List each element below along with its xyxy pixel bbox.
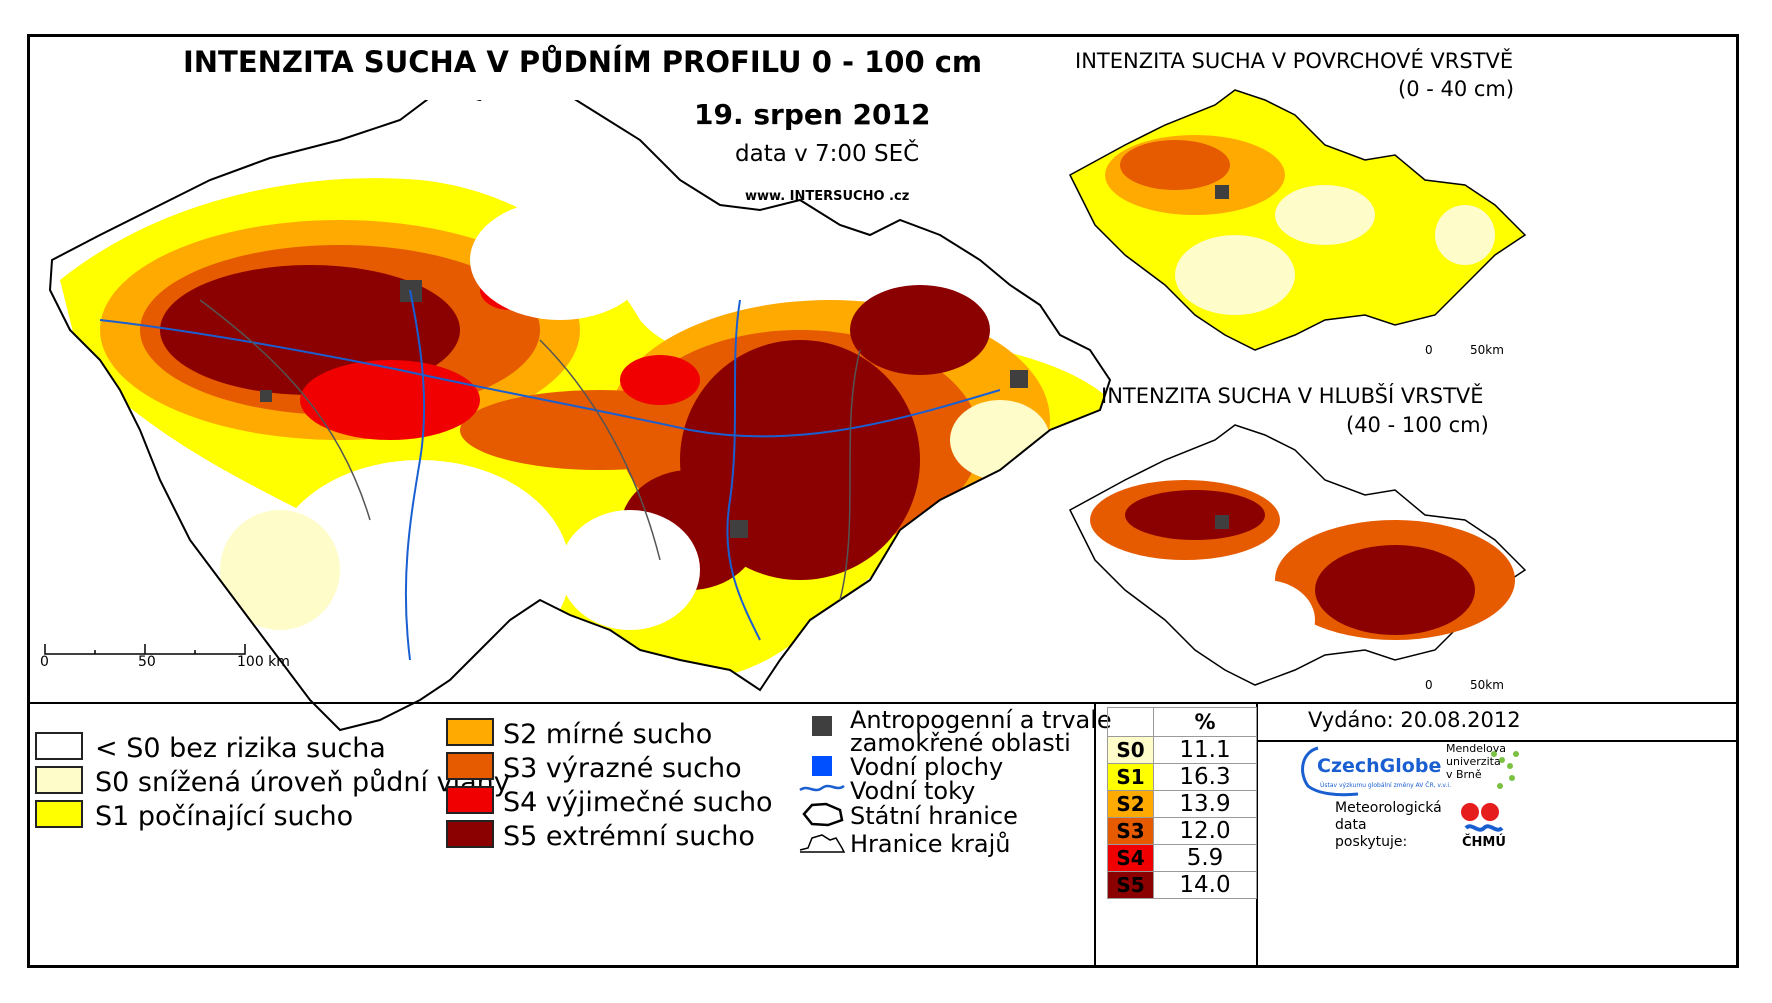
percent-value-s1: 16.3 (1153, 763, 1257, 791)
percent-code-s0: S0 (1107, 736, 1154, 764)
inset-bottom-scale-0: 0 (1425, 678, 1433, 692)
legend-water-bodies-label: Vodní plochy (850, 753, 1004, 781)
mendel-line2: univerzita (1446, 755, 1501, 768)
issued-date: Vydáno: 20.08.2012 (1308, 708, 1521, 732)
legend-swatch-none (35, 732, 83, 760)
main-title: INTENZITA SUCHA V PŮDNÍM PROFILU 0 - 100… (183, 45, 983, 79)
legend-separator (27, 702, 1739, 704)
data-provider-line3: poskytuje: (1335, 834, 1408, 850)
data-provider-line2: data (1335, 817, 1367, 833)
inset-top-scale-0: 0 (1425, 343, 1433, 357)
mendel-logo-icon (1491, 751, 1519, 789)
legend-swatch-s2 (446, 718, 494, 746)
legend-swatch-s0 (35, 766, 83, 794)
legend-swatch-s5 (446, 820, 494, 848)
main-scale-label-0: 0 (40, 654, 49, 670)
inset-bottom-map (1069, 424, 1527, 686)
legend-region-border-icon (799, 834, 846, 853)
inset-top-title: INTENZITA SUCHA V POVRCHOVÉ VRSTVĚ (1075, 49, 1514, 73)
legend-label-s0: S0 snížená úroveň půdní vláhy (95, 767, 510, 798)
main-date: 19. srpen 2012 (694, 98, 931, 131)
percent-value-s3: 12.0 (1153, 817, 1257, 845)
legend-label-s5: S5 extrémní sucho (503, 821, 755, 852)
percent-table: % S0 11.1 S1 16.3 S2 13.9 S3 12.0 S4 5.9 S5 14… (1107, 707, 1257, 899)
legend-rivers-label: Vodní toky (850, 777, 976, 805)
percent-table-box (1094, 702, 1258, 966)
legend-state-border-icon (802, 802, 844, 827)
legend-label-s1: S1 počínající sucho (95, 801, 354, 832)
czechglobe-subtitle: Ústav výzkumu globální změny AV ČR, v.v.… (1320, 782, 1451, 789)
legend-state-border-label: Státní hranice (850, 802, 1018, 830)
inset-top-map (1069, 89, 1527, 351)
percent-value-s4: 5.9 (1153, 844, 1257, 872)
czechglobe-name: CzechGlobe (1317, 755, 1442, 777)
inset-bottom-scale-50: 50km (1470, 678, 1504, 692)
legend-anthropogenic-line1: Antropogenní a trvale (850, 706, 1112, 734)
inset-top-subtitle: (0 - 40 cm) (1398, 77, 1515, 101)
main-scale-bar (44, 644, 246, 655)
percent-code-s2: S2 (1107, 790, 1154, 818)
chmu-logo-icon (1461, 803, 1504, 832)
mendel-line1: Mendelova (1446, 742, 1507, 755)
legend-swatch-s1 (35, 800, 83, 828)
chmu-name: ČHMÚ (1462, 835, 1506, 850)
main-scale-label-50: 50 (138, 654, 156, 670)
legend-label-s3: S3 výrazné sucho (503, 753, 742, 784)
percent-code-s3: S3 (1107, 817, 1154, 845)
legend-region-border-label: Hranice krajů (850, 830, 1011, 858)
percent-code-s4: S4 (1107, 844, 1154, 872)
main-time: data v 7:00 SEČ (735, 141, 920, 167)
legend-anthropogenic-line2: zamokřené oblasti (850, 729, 1071, 757)
legend-water-bodies-swatch (812, 756, 832, 776)
website: www. INTERSUCHO .cz (745, 189, 910, 204)
inset-bottom-title: INTENZITA SUCHA V HLUBŠÍ VRSTVĚ (1101, 384, 1484, 408)
legend-label-none: < S0 bez rizika sucha (95, 733, 386, 764)
percent-value-s2: 13.9 (1153, 790, 1257, 818)
data-provider-line1: Meteorologická (1335, 800, 1442, 816)
legend-label-s2: S2 mírné sucho (503, 719, 713, 750)
percent-table-empty-header (1107, 707, 1154, 737)
percent-code-s1: S1 (1107, 763, 1154, 791)
czechglobe-logo (1301, 746, 1359, 797)
percent-value-s5: 14.0 (1153, 871, 1257, 899)
legend-swatch-s4 (446, 786, 494, 814)
main-drought-map (48, 100, 1112, 732)
percent-value-s0: 11.1 (1153, 736, 1257, 764)
legend-label-s4: S4 výjimečné sucho (503, 787, 773, 818)
mendel-line3: v Brně (1446, 768, 1482, 781)
credits-separator (1258, 740, 1739, 742)
legend-rivers-icon (799, 784, 845, 792)
main-scale-label-100: 100 km (237, 654, 290, 670)
percent-code-s5: S5 (1107, 871, 1154, 899)
inset-top-scale-50: 50km (1470, 343, 1504, 357)
legend-anthropogenic-swatch (812, 716, 832, 736)
legend-swatch-s3 (446, 752, 494, 780)
percent-table-header: % (1153, 707, 1257, 737)
inset-bottom-subtitle: (40 - 100 cm) (1346, 413, 1489, 437)
